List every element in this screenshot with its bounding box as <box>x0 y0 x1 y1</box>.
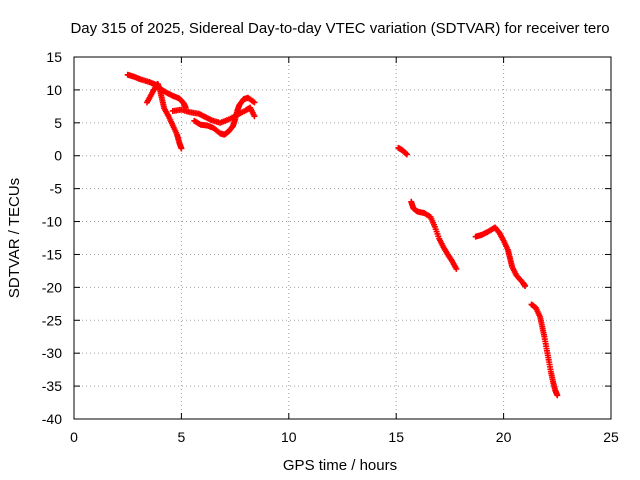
data-point <box>178 145 185 152</box>
data-point <box>403 151 410 158</box>
x-tick-label: 15 <box>388 429 404 445</box>
y-tick-label: 0 <box>54 148 62 164</box>
y-tick-label: -10 <box>42 214 62 230</box>
data-point <box>522 283 529 290</box>
x-tick-label: 5 <box>178 429 186 445</box>
y-tick-label: -40 <box>42 411 62 427</box>
y-tick-label: -20 <box>42 279 62 295</box>
y-tick-label: 10 <box>46 82 62 98</box>
series-arc-2 <box>144 80 185 152</box>
plot-area-frame <box>73 56 612 420</box>
series-arc-4 <box>191 94 258 138</box>
x-axis-tick-labels: 0 5 10 15 20 25 <box>70 429 619 445</box>
series-arc-7 <box>472 224 529 290</box>
y-tick-label: 15 <box>46 49 62 65</box>
y-tick-label: -5 <box>50 181 63 197</box>
x-tick-label: 25 <box>603 429 619 445</box>
data-points <box>124 71 561 399</box>
grid-lines <box>74 57 611 419</box>
y-tick-label: -25 <box>42 312 62 328</box>
data-point <box>554 392 561 399</box>
chart-title: Day 315 of 2025, Sidereal Day-to-day VTE… <box>70 20 609 37</box>
series-arc-8 <box>528 301 561 399</box>
x-tick-label: 10 <box>281 429 297 445</box>
series-arc-5 <box>395 144 410 158</box>
y-tick-label: -35 <box>42 378 62 394</box>
data-point <box>453 265 460 272</box>
series-arc-1 <box>124 71 189 111</box>
y-tick-label: -30 <box>42 345 62 361</box>
data-point <box>251 99 258 106</box>
y-axis-tick-labels: -40 -35 -30 -25 -20 -15 -10 -5 0 5 10 15 <box>42 49 62 427</box>
data-point <box>251 113 258 120</box>
x-axis-label: GPS time / hours <box>283 457 397 474</box>
y-tick-label: 5 <box>54 115 62 131</box>
x-tick-label: 20 <box>496 429 512 445</box>
y-tick-label: -15 <box>42 246 62 262</box>
y-axis-label: SDTVAR / TECUs <box>6 178 23 298</box>
x-tick-label: 0 <box>70 429 78 445</box>
series-arc-6 <box>408 198 460 272</box>
axis-ticks <box>73 56 612 420</box>
